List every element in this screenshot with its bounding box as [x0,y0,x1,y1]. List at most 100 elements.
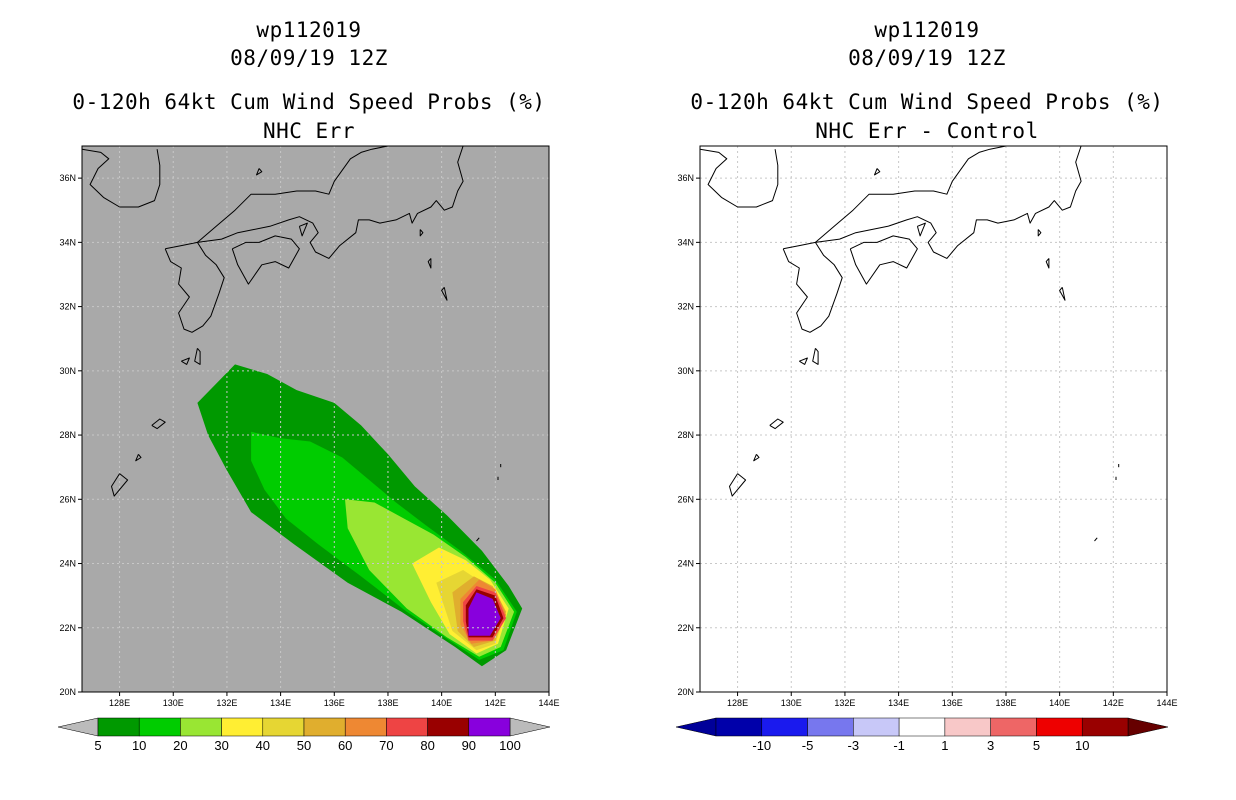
legend-swatch [427,717,470,737]
coastline [441,286,448,301]
legend-swatch [262,717,305,737]
legend-label: 5 [1033,738,1040,753]
plot-frame [81,145,550,693]
y-tick-label: 22N [677,623,694,633]
y-tick-label: 32N [59,302,76,312]
legend-label: -3 [848,738,860,753]
legend-swatch [898,717,946,737]
legend-label: 40 [256,738,270,753]
x-tick-label: 140E [431,698,452,708]
storm-id: wp112019 [256,18,362,42]
date-label: 08/09/19 12Z [848,46,1006,70]
y-tick-label: 36N [59,173,76,183]
coastline [849,235,918,285]
storm-id: wp112019 [874,18,980,42]
left-panel: wp112019 08/09/19 12Z 0-120h 64kt Cum Wi… [57,18,560,753]
y-tick-label: 26N [677,494,694,504]
legend-swatch [715,717,763,737]
y-tick-label: 30N [59,366,76,376]
legend-label: 3 [987,738,994,753]
y-tick-label: 20N [59,687,76,697]
legend-swatch [344,717,387,737]
coastline [298,222,308,237]
contour-90 [468,592,501,636]
plot-frame [699,145,1168,693]
x-tick-label: 132E [216,698,237,708]
x-tick-label: 140E [1049,698,1070,708]
legend-swatch [303,717,346,737]
coastline [197,146,389,243]
legend-label: -10 [752,738,771,753]
legend-swatch [853,717,900,737]
plot-area [700,146,1167,692]
date-label: 08/09/19 12Z [230,46,388,70]
coastline [1059,286,1066,301]
coastline [769,418,784,430]
coastline [1045,258,1050,269]
coastline [181,357,190,365]
legend-swatch [1036,717,1083,737]
x-tick-label: 144E [1156,698,1177,708]
legend-swatch [1081,717,1129,737]
coastline [753,453,760,462]
y-tick-label: 28N [677,430,694,440]
probability-map: 128E 130E 132E 134E 136E 138E 140E 142E 144E 20N 2… [57,145,560,753]
coastline [799,357,808,365]
legend-swatch [990,717,1037,737]
legend-swatch [761,717,808,737]
legend-swatch [180,717,222,737]
y-tick-label: 34N [677,237,694,247]
right-panel: wp112019 08/09/19 12Z 0-120h 64kt Cum Wi… [618,0,1236,800]
x-tick-label: 142E [485,698,506,708]
legend-label: 70 [379,738,393,753]
chart-title: 0-120h 64kt Cum Wind Speed Probs (%) [690,90,1164,114]
coastline [427,258,432,269]
plot-area [82,146,549,692]
x-tick-label: 144E [538,698,559,708]
chart-title: 0-120h 64kt Cum Wind Speed Probs (%) [72,90,546,114]
x-tick-label: 130E [163,698,184,708]
legend-label: -5 [802,738,814,753]
y-tick-label: 20N [677,687,694,697]
coastline [151,418,166,430]
x-tick-label: 138E [995,698,1016,708]
x-tick-label: 130E [781,698,802,708]
x-tick-label: 142E [1103,698,1124,708]
y-tick-label: 34N [59,237,76,247]
coastline [135,453,142,462]
coastline [256,168,263,176]
legend-swatch [468,717,511,737]
coastline [111,473,129,497]
x-tick-label: 134E [270,698,291,708]
y-tick-label: 26N [59,494,76,504]
y-tick-label: 24N [677,559,694,569]
coastline [197,146,464,259]
legend-swatch [97,717,140,737]
coastline [82,148,161,208]
y-tick-label: 28N [59,430,76,440]
coastline [700,148,779,208]
coastline [874,168,881,176]
legend-swatch [807,717,854,737]
coastline [164,241,225,333]
legend-label: 50 [297,738,311,753]
x-tick-label: 136E [324,698,345,708]
legend-label: 20 [173,738,187,753]
legend-label: 5 [94,738,101,753]
legend-arrow-right [509,717,551,737]
x-tick-label: 128E [109,698,130,708]
legend-arrow-left [57,717,99,737]
coastline [782,241,843,333]
legend-swatch [386,717,428,737]
y-tick-label: 36N [677,173,694,183]
y-tick-label: 22N [59,623,76,633]
chart-subtitle: NHC Err - Control [815,119,1039,143]
x-tick-label: 132E [834,698,855,708]
y-tick-label: 24N [59,559,76,569]
x-tick-label: 138E [377,698,398,708]
coastline [476,537,480,542]
coastline [812,347,819,365]
legend-arrow-left [675,717,717,737]
coastline [815,146,1007,243]
x-tick-label: 136E [942,698,963,708]
